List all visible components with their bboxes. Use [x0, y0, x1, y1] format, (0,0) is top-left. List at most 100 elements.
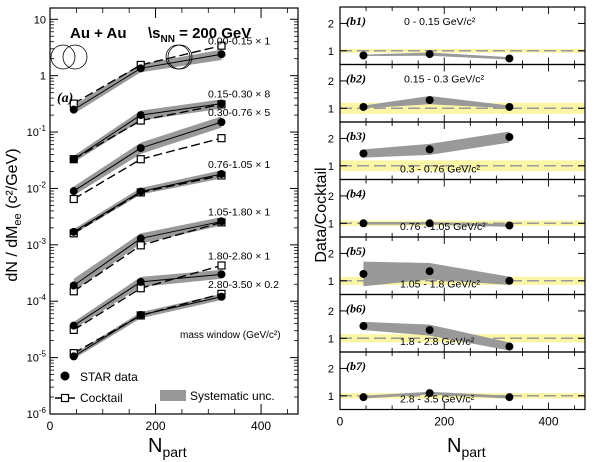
- spectra-x-axis-label: Npart: [148, 435, 187, 460]
- ratio-point: [425, 96, 434, 105]
- data-point: [136, 234, 145, 243]
- mass-range-label: 0.15 - 0.3 GeV/c²: [404, 74, 484, 86]
- ratio-y-tick-label: 1: [328, 103, 334, 115]
- ratio-point: [505, 393, 514, 402]
- ratio-point: [505, 133, 514, 142]
- mass-range-label: 1.05 - 1.8 GeV/c²: [400, 279, 480, 291]
- ratio-point: [359, 51, 368, 60]
- mass-range-label: 0.76 - 1.05 GeV/c²: [400, 221, 486, 233]
- ratio-point: [359, 393, 368, 402]
- panel-a-label: (a): [57, 91, 73, 106]
- legend-cocktail-label: Cocktail: [80, 391, 123, 405]
- ratio-point: [359, 102, 368, 111]
- ratio-point: [505, 102, 514, 111]
- ratio-panels: 1 2 (b1) 0 - 0.15 GeV/c² 1 2 (b2) 0.15 - 0.3 Ge…: [328, 6, 586, 429]
- ratio-point: [425, 326, 434, 335]
- cocktail-line: [73, 137, 222, 200]
- systematic-band: [73, 293, 222, 359]
- ratio-panel: 1 2 (b5) 1.05 - 1.8 GeV/c²: [328, 236, 586, 296]
- legend-systematic-swatch: [160, 390, 186, 401]
- data-point: [136, 144, 145, 153]
- ratio-point: [359, 219, 368, 228]
- x-tick-label: 400: [251, 419, 271, 433]
- ratio-y-tick-label: 1: [328, 46, 334, 58]
- data-point: [69, 155, 78, 164]
- ratio-y-tick-label: 1: [328, 276, 334, 288]
- ratio-y-tick-label: 2: [328, 133, 334, 145]
- data-point: [69, 227, 78, 236]
- series-labels: 0.00-0.15 × 1 0.15-0.30 × 8 0.30-0.76 × 5 0…: [208, 36, 279, 291]
- y-tick-label: 10-1: [27, 124, 47, 139]
- systematic-band: [73, 49, 222, 114]
- ratio-panel-label: (b1): [346, 14, 366, 28]
- cocktail-point: [69, 194, 78, 204]
- mass-range-label: 2.8 - 3.5 GeV/c²: [400, 394, 475, 406]
- mass-range-label: 1.8 - 2.8 GeV/c²: [400, 336, 475, 348]
- data-line: [73, 296, 222, 357]
- ratio-panel-label: (b2): [346, 72, 366, 86]
- ratio-x-tick-label: 400: [538, 415, 558, 429]
- ratio-x-tick-label: 0: [337, 415, 344, 429]
- data-point: [217, 292, 226, 301]
- ratio-y-tick-label: 2: [328, 191, 334, 203]
- mass-window-header: mass window (GeV/c²): [180, 330, 281, 341]
- ratio-point: [359, 269, 368, 278]
- ratio-x-tick-label: 200: [434, 415, 454, 429]
- y-tick-label: 10-4: [27, 293, 47, 308]
- systematic-band: [73, 170, 222, 235]
- cocktail-point: [217, 41, 226, 50]
- ratio-x-axis-label: Npart: [447, 435, 486, 460]
- ratio-panel-label: (b3): [346, 129, 366, 143]
- data-point: [217, 99, 226, 108]
- cocktail-point: [217, 134, 226, 143]
- series-label: 1.05-1.80 × 1: [208, 206, 270, 218]
- legend: STAR data Cocktail Systematic unc.: [55, 370, 275, 405]
- cocktail-line: [73, 45, 222, 105]
- ratio-point: [425, 50, 434, 59]
- central-nuclei-icon: [165, 44, 193, 70]
- ratio-y-tick-label: 2: [328, 306, 334, 318]
- ratio-panel-label: (b6): [346, 302, 366, 316]
- data-point: [136, 187, 145, 196]
- ratio-point: [505, 276, 514, 285]
- data-point: [136, 111, 145, 120]
- ratio-panel-frame: [339, 351, 586, 411]
- ratio-point: [505, 54, 514, 63]
- series-label: 2.80-3.50 × 0.2: [208, 279, 279, 291]
- mass-range-label: 0.3 - 0.76 GeV/c²: [400, 164, 480, 176]
- series-label: 0.30-0.76 × 5: [208, 107, 270, 119]
- ratio-point: [505, 221, 514, 230]
- x-tick-label: 200: [146, 419, 166, 433]
- ratio-systematic-band: [363, 391, 510, 399]
- ratio-panel: 1 2 (b6) 1.8 - 2.8 GeV/c²: [328, 293, 586, 353]
- data-point: [69, 321, 78, 330]
- ratio-y-tick-label: 2: [328, 363, 334, 375]
- ratio-y-tick-label: 2: [328, 76, 334, 88]
- ratio-panel: 1 2 (b7) 2.8 - 3.5 GeV/c²: [328, 351, 586, 411]
- y-tick-label: 1: [40, 71, 46, 83]
- legend-data-marker: [60, 371, 70, 381]
- ratio-point: [425, 267, 434, 276]
- cocktail-point: [136, 241, 145, 250]
- series-label: 0.00-0.15 × 1: [208, 36, 270, 48]
- ratio-point: [425, 389, 434, 398]
- ratio-systematic-band: [363, 321, 510, 351]
- series-label: 0.15-0.30 × 8: [208, 89, 270, 101]
- cocktail-line: [73, 293, 222, 354]
- data-point: [217, 170, 226, 179]
- y-tick-label: 10-3: [27, 237, 47, 252]
- x-tick-label: 0: [47, 419, 54, 433]
- ratio-point: [425, 219, 434, 228]
- ratio-y-tick-label: 1: [328, 333, 334, 345]
- series-label: 0.76-1.05 × 1: [208, 159, 270, 171]
- ratio-y-tick-label: 1: [328, 218, 334, 230]
- data-lines: [69, 50, 226, 361]
- ratio-y-tick-label: 1: [328, 391, 334, 403]
- legend-systematic-label: Systematic unc.: [190, 389, 275, 403]
- mass-range-label: 0 - 0.15 GeV/c²: [404, 16, 476, 28]
- data-point: [217, 217, 226, 226]
- ratio-y-tick-label: 2: [328, 18, 334, 30]
- legend-cocktail-marker: [60, 393, 70, 403]
- ratio-systematic-band: [363, 52, 510, 60]
